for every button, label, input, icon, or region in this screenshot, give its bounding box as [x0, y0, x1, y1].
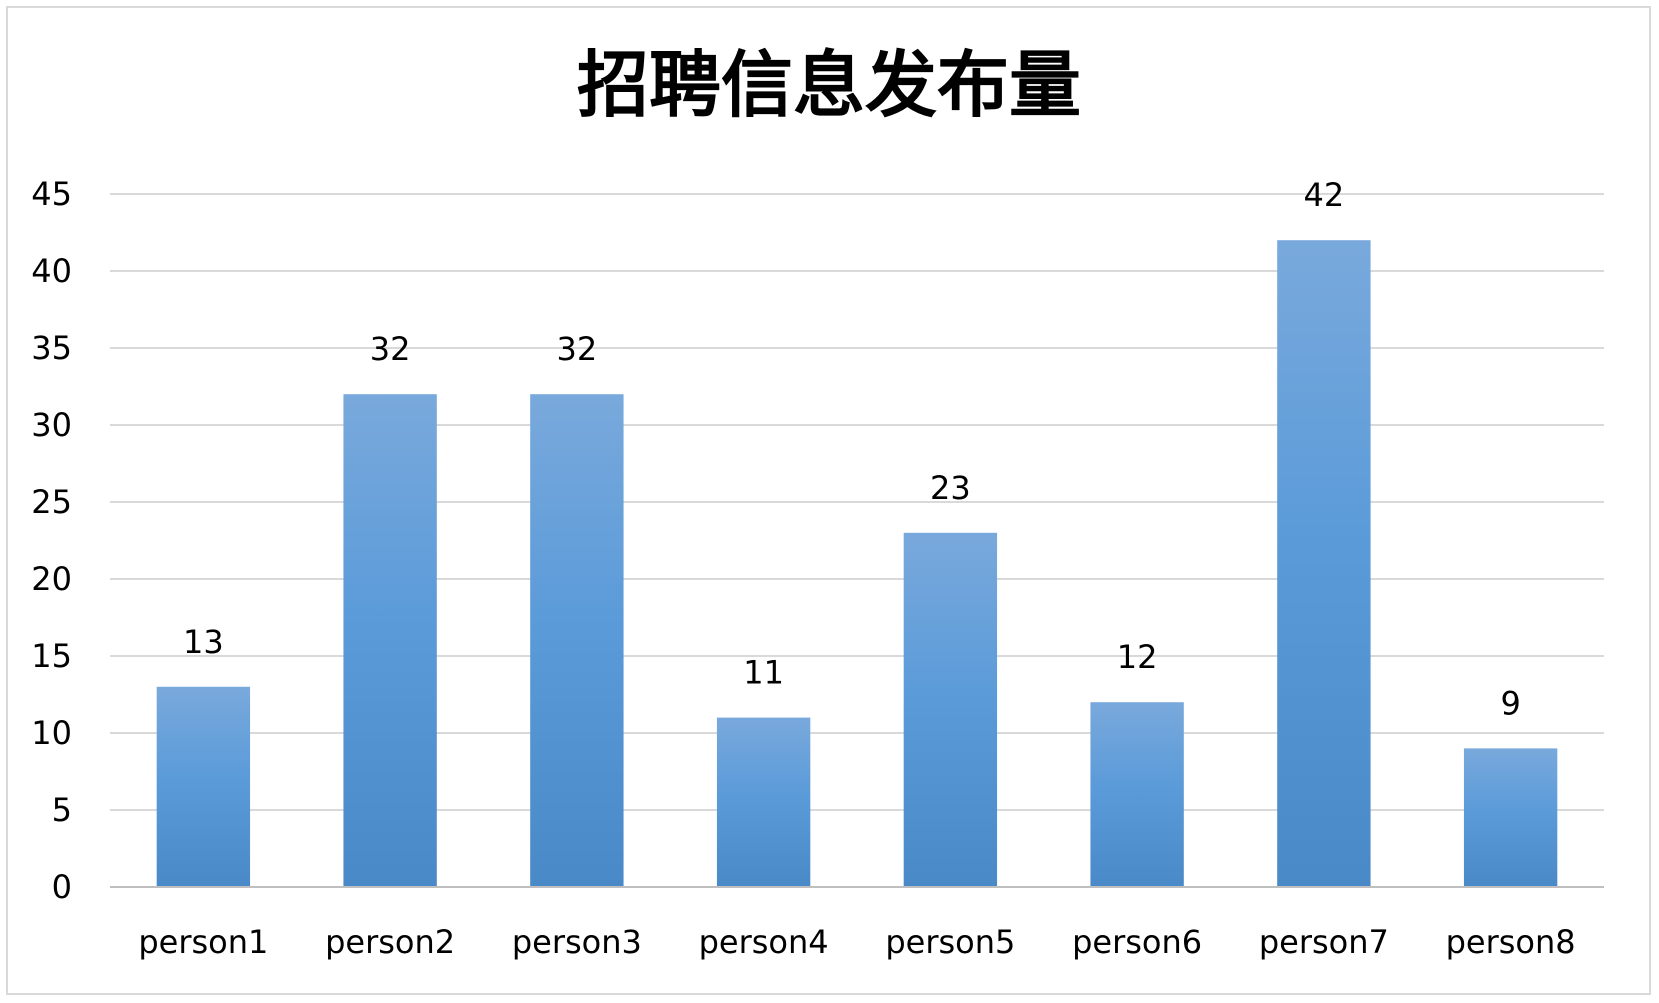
- data-label-person3: 32: [557, 330, 598, 368]
- bar-person6: [1090, 702, 1183, 887]
- bar-person4: [717, 718, 810, 887]
- bar-person1: [157, 687, 250, 887]
- y-tick-label: 45: [31, 175, 72, 213]
- y-tick-label: 40: [31, 252, 72, 290]
- y-tick-label: 25: [31, 483, 72, 521]
- x-tick-label-person8: person8: [1446, 923, 1576, 961]
- y-tick-label: 10: [31, 714, 72, 752]
- data-label-person7: 42: [1304, 176, 1345, 214]
- x-axis-category-labels: person1 person2 person3 person4 person5 perso…: [138, 923, 1575, 961]
- x-tick-label-person6: person6: [1072, 923, 1202, 961]
- x-tick-label-person2: person2: [325, 923, 455, 961]
- data-label-person8: 9: [1500, 684, 1520, 722]
- y-tick-label: 0: [52, 868, 72, 906]
- y-axis-tick-labels: 0 5 10 15 20 25 30 35 40 45: [31, 175, 72, 906]
- bar-person2: [343, 394, 436, 887]
- chart-title: 招聘信息发布量: [577, 43, 1081, 127]
- data-label-person5: 23: [930, 469, 971, 507]
- bar-person7: [1277, 240, 1370, 887]
- y-tick-label: 35: [31, 329, 72, 367]
- x-tick-label-person1: person1: [138, 923, 268, 961]
- x-tick-label-person7: person7: [1259, 923, 1389, 961]
- bar-person5: [904, 533, 997, 887]
- data-label-person2: 32: [370, 330, 411, 368]
- y-tick-label: 20: [31, 560, 72, 598]
- data-label-person1: 13: [183, 623, 224, 661]
- gridlines: [110, 194, 1604, 810]
- x-tick-label-person5: person5: [885, 923, 1015, 961]
- bar-person3: [530, 394, 623, 887]
- bar-person8: [1464, 748, 1557, 887]
- data-label-person4: 11: [743, 654, 784, 692]
- data-label-person6: 12: [1117, 638, 1158, 676]
- y-tick-label: 5: [52, 791, 72, 829]
- y-tick-label: 30: [31, 406, 72, 444]
- x-tick-label-person4: person4: [699, 923, 829, 961]
- y-tick-label: 15: [31, 637, 72, 675]
- x-tick-label-person3: person3: [512, 923, 642, 961]
- bars: [157, 240, 1558, 887]
